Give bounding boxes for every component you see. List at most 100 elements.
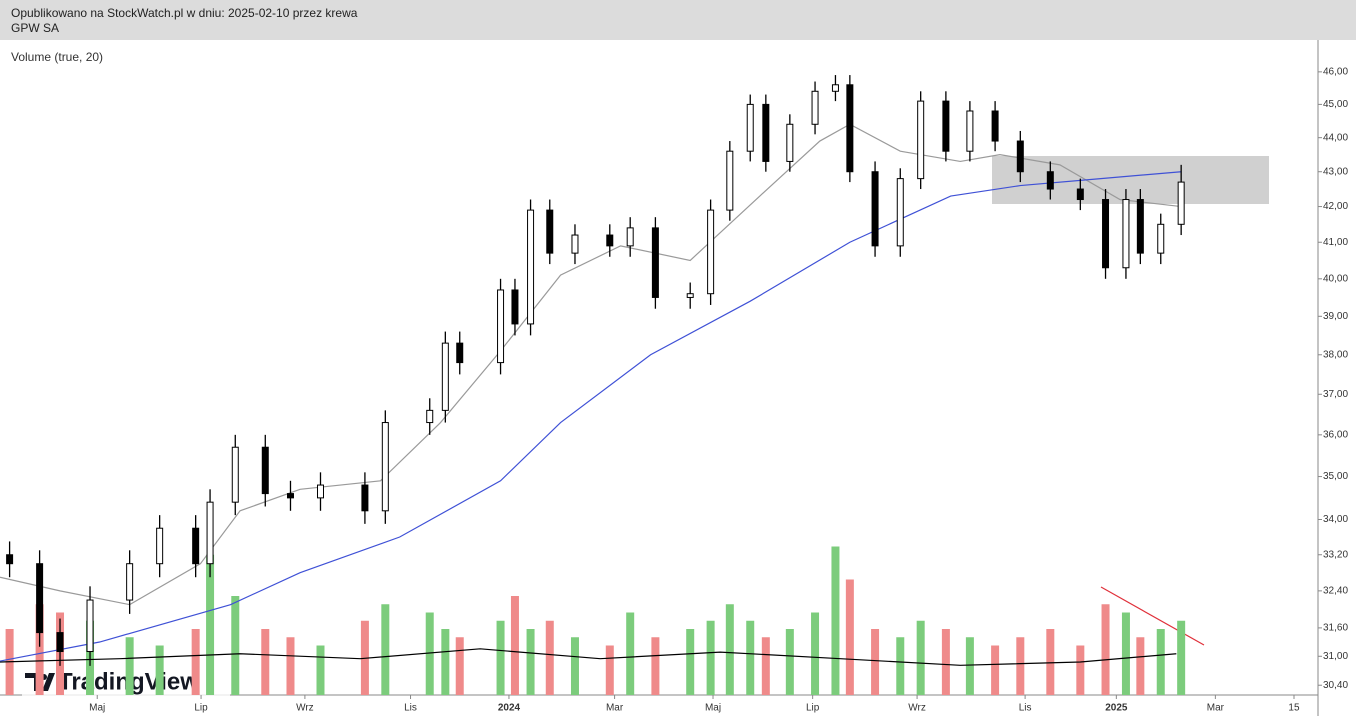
volume-bar [626, 612, 635, 695]
volume-ma-line [0, 648, 1177, 666]
x-tick-label: Maj [705, 703, 721, 714]
candle-body [831, 84, 839, 92]
candle-body [746, 103, 754, 152]
y-tick-label: 39,00 [1323, 311, 1348, 322]
volume-bar [1101, 604, 1110, 695]
volume-bar [811, 612, 820, 695]
y-tick-label: 32,40 [1323, 586, 1348, 597]
candle-body [1136, 199, 1144, 254]
candle-body [56, 632, 64, 653]
volume-bar [746, 620, 755, 695]
candle-body [86, 599, 94, 653]
volume-bar [941, 629, 950, 695]
chart: Volume (true, 20) TradingView 46,0045,00… [0, 40, 1348, 716]
volume-bar [831, 546, 840, 695]
logo-icon [25, 673, 55, 691]
volume-bar [191, 629, 200, 695]
volume-bar [261, 629, 270, 695]
y-tick-label: 41,00 [1323, 237, 1348, 248]
volume-bar [570, 637, 579, 695]
volume-bar [605, 645, 614, 695]
candle-body [231, 446, 239, 503]
volume-bar [1121, 612, 1130, 695]
volume-bar [316, 645, 325, 695]
highlight-box [992, 156, 1269, 204]
trend-line [1100, 586, 1205, 646]
header: Opublikowano na StockWatch.pl w dniu: 20… [0, 0, 1356, 40]
y-tick-label: 43,00 [1323, 166, 1348, 177]
candle-body [942, 100, 950, 152]
volume-bar [510, 596, 519, 695]
volume-bar [916, 620, 925, 695]
candle-body [686, 293, 694, 298]
candle-body [726, 150, 734, 211]
volume-bar [965, 637, 974, 695]
candle-body [846, 84, 854, 173]
x-tick-label: Maj [89, 703, 105, 714]
candle-body [441, 342, 449, 411]
volume-bar [1046, 629, 1055, 695]
volume-bar [1156, 629, 1165, 695]
candle-body [456, 342, 464, 364]
candle-body [192, 527, 200, 565]
volume-bar [286, 637, 295, 695]
title: Opublikowano na StockWatch.pl w dniu: 20… [11, 6, 358, 20]
volume-bar [1016, 637, 1025, 695]
candle-body [426, 409, 434, 424]
candle-body [571, 234, 579, 254]
y-tick-label: 40,00 [1323, 273, 1348, 284]
volume-bar [1076, 645, 1085, 695]
candle-body [1102, 199, 1110, 269]
candle-body [651, 227, 659, 298]
candle-body [381, 422, 389, 512]
volume-bar [1177, 620, 1186, 695]
y-tick-label: 46,00 [1323, 66, 1348, 77]
candle-body [811, 90, 819, 125]
volume-bar [441, 629, 450, 695]
candle-body [156, 527, 164, 565]
x-tick-label: Lip [194, 703, 208, 714]
y-tick-label: 31,00 [1323, 651, 1348, 662]
volume-bar [526, 629, 535, 695]
candle-body [896, 178, 904, 247]
candle-body [126, 563, 134, 601]
candle-body [1122, 199, 1130, 269]
volume-bar [725, 604, 734, 695]
volume-bar [761, 637, 770, 695]
x-tick-label: Lis [404, 703, 417, 714]
volume-bar [155, 645, 164, 695]
candle-body [36, 563, 44, 634]
candle-body [546, 209, 554, 254]
candle-body [261, 446, 269, 495]
volume-bar [845, 579, 854, 695]
candle-body [206, 501, 214, 565]
moving-average-line [0, 171, 1182, 662]
candle-body [316, 484, 324, 499]
y-tick-label: 33,20 [1323, 549, 1348, 560]
volume-bar [896, 637, 905, 695]
subtitle: GPW SA [11, 21, 60, 35]
volume-bar [686, 629, 695, 695]
x-tick-label: Wrz [908, 703, 926, 714]
volume-bar [785, 629, 794, 695]
candle-body [786, 123, 794, 162]
candle-body [626, 227, 634, 247]
volume-bar [455, 637, 464, 695]
y-tick-label: 38,00 [1323, 349, 1348, 360]
y-tick-label: 45,00 [1323, 99, 1348, 110]
volume-bar [496, 620, 505, 695]
volume-bar [991, 645, 1000, 695]
x-tick-label: 2024 [498, 703, 521, 714]
candle-body [1016, 140, 1024, 173]
y-tick-label: 37,00 [1323, 389, 1348, 400]
candle-body [1076, 188, 1084, 201]
candle-body [1157, 223, 1165, 254]
candle-body [527, 209, 535, 325]
candle-body [361, 484, 369, 512]
candle-body [871, 171, 879, 247]
candle-body [762, 103, 770, 162]
volume-bar [206, 554, 215, 695]
candle-body [966, 110, 974, 152]
y-tick-label: 34,00 [1323, 514, 1348, 525]
